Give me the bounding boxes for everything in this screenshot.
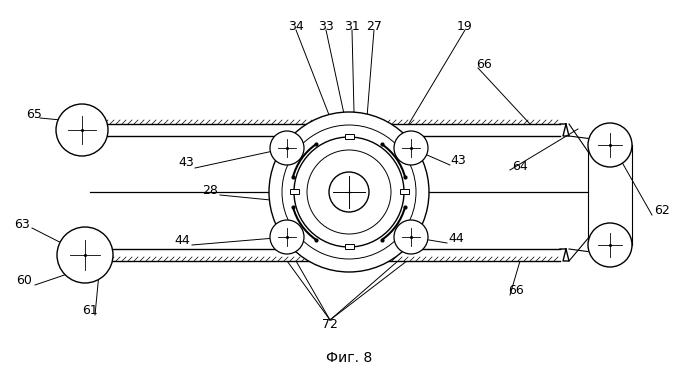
Bar [90, 124, 560, 136]
Circle shape [83, 123, 97, 137]
Circle shape [294, 137, 404, 247]
Circle shape [270, 131, 304, 165]
Text: Фиг. 8: Фиг. 8 [326, 351, 372, 365]
Text: 63: 63 [14, 217, 30, 230]
Circle shape [307, 150, 391, 234]
Text: 43: 43 [178, 156, 194, 170]
Text: 44: 44 [174, 235, 190, 247]
Text: 65: 65 [26, 108, 42, 120]
Circle shape [329, 172, 369, 212]
Text: 62: 62 [654, 205, 670, 217]
Text: 34: 34 [288, 20, 304, 32]
Circle shape [270, 220, 304, 254]
Text: 72: 72 [322, 318, 338, 332]
Circle shape [282, 125, 416, 259]
Circle shape [57, 227, 113, 283]
Text: 60: 60 [16, 274, 32, 288]
Bar [345, 134, 354, 139]
Text: 44: 44 [448, 232, 464, 246]
Text: 64: 64 [512, 159, 528, 173]
Circle shape [588, 123, 632, 167]
Text: 66: 66 [476, 58, 492, 71]
Text: 43: 43 [450, 155, 466, 167]
Text: 33: 33 [318, 20, 334, 32]
Bar [90, 249, 560, 261]
Bar [400, 189, 409, 194]
Circle shape [394, 220, 428, 254]
Bar [345, 244, 354, 249]
Bar [290, 189, 299, 194]
Text: 19: 19 [457, 20, 473, 32]
Circle shape [269, 112, 429, 272]
Circle shape [588, 223, 632, 267]
Text: 27: 27 [366, 20, 382, 32]
Text: 28: 28 [202, 185, 218, 197]
Text: 66: 66 [508, 285, 524, 297]
Circle shape [83, 248, 97, 262]
Text: 31: 31 [344, 20, 360, 32]
Text: 61: 61 [82, 305, 98, 317]
Circle shape [394, 131, 428, 165]
Circle shape [56, 104, 108, 156]
